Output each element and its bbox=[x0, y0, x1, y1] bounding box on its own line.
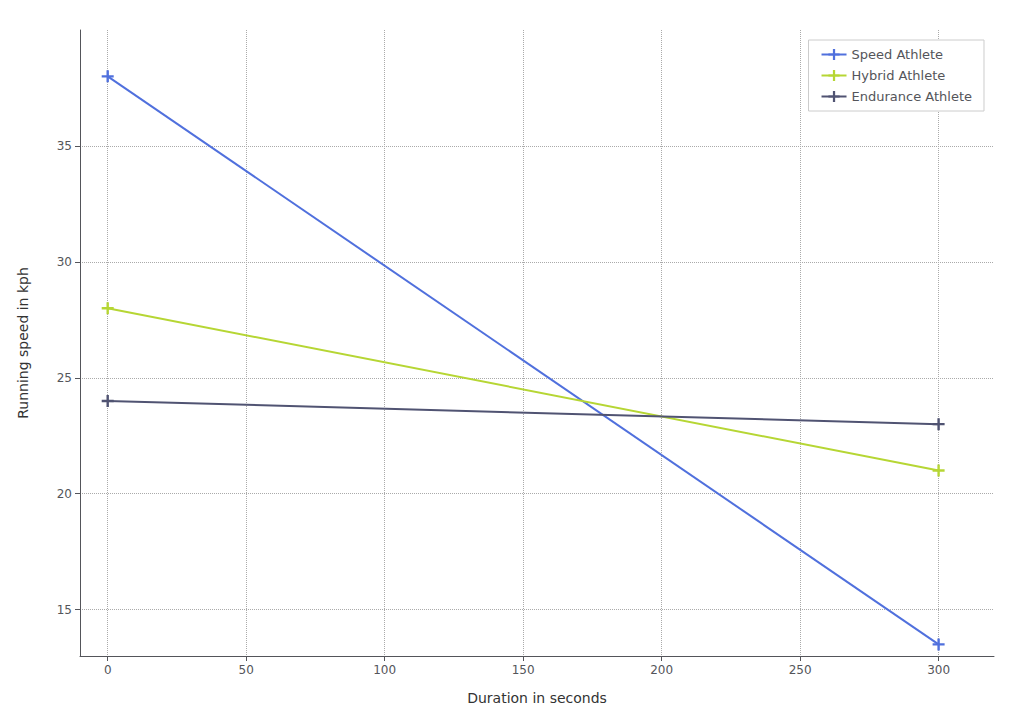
svg-text:300: 300 bbox=[927, 663, 950, 677]
svg-text:100: 100 bbox=[373, 663, 396, 677]
svg-text:Endurance Athlete: Endurance Athlete bbox=[852, 89, 972, 104]
svg-text:15: 15 bbox=[57, 603, 72, 617]
svg-text:250: 250 bbox=[789, 663, 812, 677]
svg-text:0: 0 bbox=[104, 663, 112, 677]
svg-text:Hybrid Athlete: Hybrid Athlete bbox=[852, 68, 946, 83]
svg-text:150: 150 bbox=[512, 663, 535, 677]
svg-text:30: 30 bbox=[57, 255, 72, 269]
svg-text:200: 200 bbox=[650, 663, 673, 677]
svg-text:35: 35 bbox=[57, 139, 72, 153]
svg-text:50: 50 bbox=[239, 663, 254, 677]
svg-text:Speed Athlete: Speed Athlete bbox=[852, 47, 944, 62]
svg-text:25: 25 bbox=[57, 371, 72, 385]
svg-text:Duration in seconds: Duration in seconds bbox=[467, 690, 607, 706]
svg-text:20: 20 bbox=[57, 487, 72, 501]
svg-text:Running speed in kph: Running speed in kph bbox=[15, 267, 31, 419]
